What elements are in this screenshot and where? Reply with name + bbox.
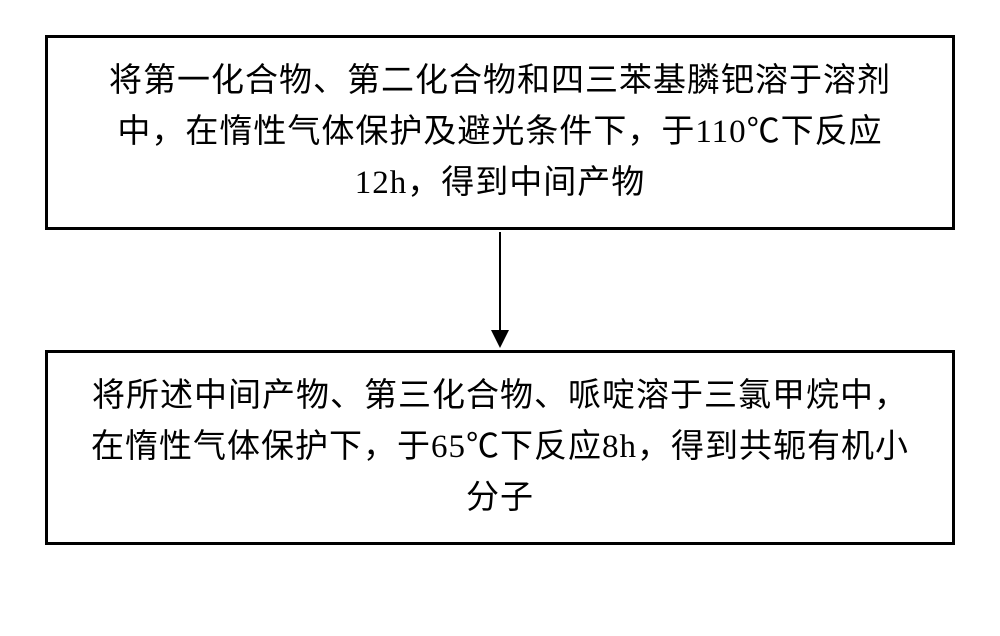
flowchart-arrow (491, 230, 509, 350)
arrow-line (499, 232, 501, 332)
flowchart-step-1: 将第一化合物、第二化合物和四三苯基膦钯溶于溶剂中，在惰性气体保护及避光条件下，于… (45, 35, 955, 230)
step-2-text: 将所述中间产物、第三化合物、哌啶溶于三氯甲烷中，在惰性气体保护下，于65℃下反应… (76, 371, 924, 524)
flowchart-step-2: 将所述中间产物、第三化合物、哌啶溶于三氯甲烷中，在惰性气体保护下，于65℃下反应… (45, 350, 955, 545)
step-1-text: 将第一化合物、第二化合物和四三苯基膦钯溶于溶剂中，在惰性气体保护及避光条件下，于… (76, 56, 924, 209)
arrow-head-icon (491, 330, 509, 348)
